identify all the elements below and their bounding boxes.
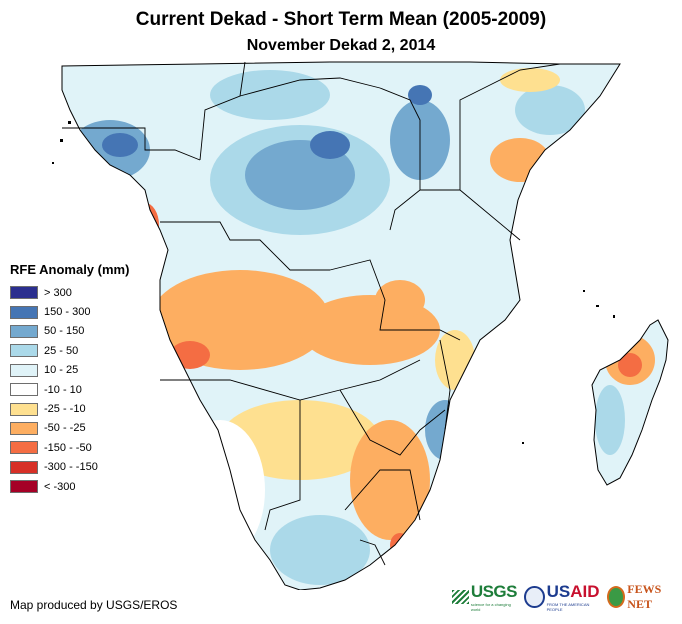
map-title: Current Dekad - Short Term Mean (2005-20… <box>135 9 547 30</box>
island <box>52 162 54 164</box>
usgs-wordmark: USGS <box>470 582 518 601</box>
legend-item: 50 - 150 <box>10 322 129 341</box>
wet-zone-w-madagascar <box>595 385 625 455</box>
legend-item: 10 - 25 <box>10 361 129 380</box>
legend-item: -50 - -25 <box>10 419 129 438</box>
usaid-aid: AID <box>570 582 600 601</box>
legend-item: > 300 <box>10 283 129 302</box>
fewsnet-wordmark: FEWS NET <box>627 582 662 611</box>
dry-zone-safrica-east <box>350 420 430 540</box>
legend-label: 150 - 300 <box>44 306 91 319</box>
border <box>239 77 421 231</box>
border <box>439 339 451 431</box>
border <box>62 127 201 161</box>
legend-swatch <box>10 383 38 397</box>
usaid-tagline: FROM THE AMERICAN PEOPLE <box>546 602 590 612</box>
legend-title: RFE Anomaly (mm) <box>10 262 130 277</box>
border <box>329 259 461 341</box>
border <box>264 400 301 531</box>
legend-label: < -300 <box>44 480 76 493</box>
legend-swatch <box>10 460 38 474</box>
partner-logos: USGS science for a changing world USAID … <box>452 582 682 612</box>
legend-swatch <box>10 305 38 319</box>
map-credit: Map produced by USGS/EROS <box>10 598 178 612</box>
legend-swatch <box>10 441 38 455</box>
legend-swatch <box>10 363 38 377</box>
legend-item: 25 - 50 <box>10 341 129 360</box>
legend-item: -300 - -150 <box>10 458 129 477</box>
legend-label: 50 - 150 <box>44 325 85 338</box>
dry-peak-madagascar <box>618 353 642 377</box>
wet-zone-somalia <box>515 85 585 135</box>
legend-item: -25 - -10 <box>10 399 129 418</box>
wet-zone-car <box>210 70 330 120</box>
island <box>522 442 524 444</box>
dry-peak-angola <box>170 341 210 369</box>
border <box>359 539 386 566</box>
wet-peak-congo <box>310 131 350 159</box>
dry-zone-kenya <box>490 138 550 182</box>
legend-label: -25 - -10 <box>44 403 86 416</box>
border <box>339 389 446 456</box>
legend-swatch <box>10 324 38 338</box>
wet-peak-east <box>408 85 432 105</box>
border <box>160 359 421 401</box>
wet-peak-gabon <box>102 133 138 157</box>
neutral-zone-namibia <box>175 420 265 560</box>
dry-zone-coast <box>131 203 159 247</box>
islands <box>52 121 615 444</box>
usaid-logo: USAID FROM THE AMERICAN PEOPLE <box>524 582 601 612</box>
legend-label: 25 - 50 <box>44 344 79 357</box>
legend-label: > 300 <box>44 286 72 299</box>
island <box>583 290 585 292</box>
legend-items: > 300 150 - 300 50 - 150 25 - 50 10 - 25… <box>10 283 129 496</box>
wet-zone-karoo <box>270 515 370 585</box>
country-borders <box>62 61 561 566</box>
legend-swatch <box>10 344 38 358</box>
legend: RFE Anomaly (mm) > 300 150 - 300 50 - 15… <box>10 262 129 496</box>
island <box>596 305 599 307</box>
usaid-seal-icon <box>524 586 545 608</box>
legend-swatch <box>10 402 38 416</box>
dry-zone-mozambique-n <box>435 330 475 390</box>
globe-icon <box>607 586 626 608</box>
dry-peak-durban <box>390 533 410 557</box>
usgs-tagline: science for a changing world <box>470 602 511 612</box>
usaid-wordmark: USAID <box>547 582 602 602</box>
legend-label: 10 - 25 <box>44 364 79 377</box>
legend-item: < -300 <box>10 477 129 496</box>
border <box>199 61 246 161</box>
legend-label: -50 - -25 <box>44 422 86 435</box>
island <box>68 121 71 124</box>
legend-item: -10 - 10 <box>10 380 129 399</box>
border <box>459 63 561 190</box>
legend-item: -150 - -50 <box>10 438 129 457</box>
dry-zone-nzambia <box>375 280 425 320</box>
legend-item: 150 - 300 <box>10 302 129 321</box>
border <box>344 469 421 521</box>
dry-zone-ethiopia <box>500 68 560 92</box>
legend-label: -150 - -50 <box>44 441 92 454</box>
legend-swatch <box>10 480 38 494</box>
anomaly-map <box>52 61 669 590</box>
map-subtitle: November Dekad 2, 2014 <box>246 37 436 54</box>
island <box>60 139 63 142</box>
island <box>613 315 615 318</box>
usgs-wave-icon <box>452 590 469 604</box>
legend-swatch <box>10 421 38 435</box>
border <box>160 221 330 271</box>
legend-label: -10 - 10 <box>44 383 82 396</box>
usgs-logo: USGS science for a changing world <box>452 582 518 612</box>
legend-label: -300 - -150 <box>44 461 98 474</box>
usaid-us: US <box>546 582 571 601</box>
legend-swatch <box>10 286 38 300</box>
fewsnet-logo: FEWS NET <box>607 582 676 612</box>
